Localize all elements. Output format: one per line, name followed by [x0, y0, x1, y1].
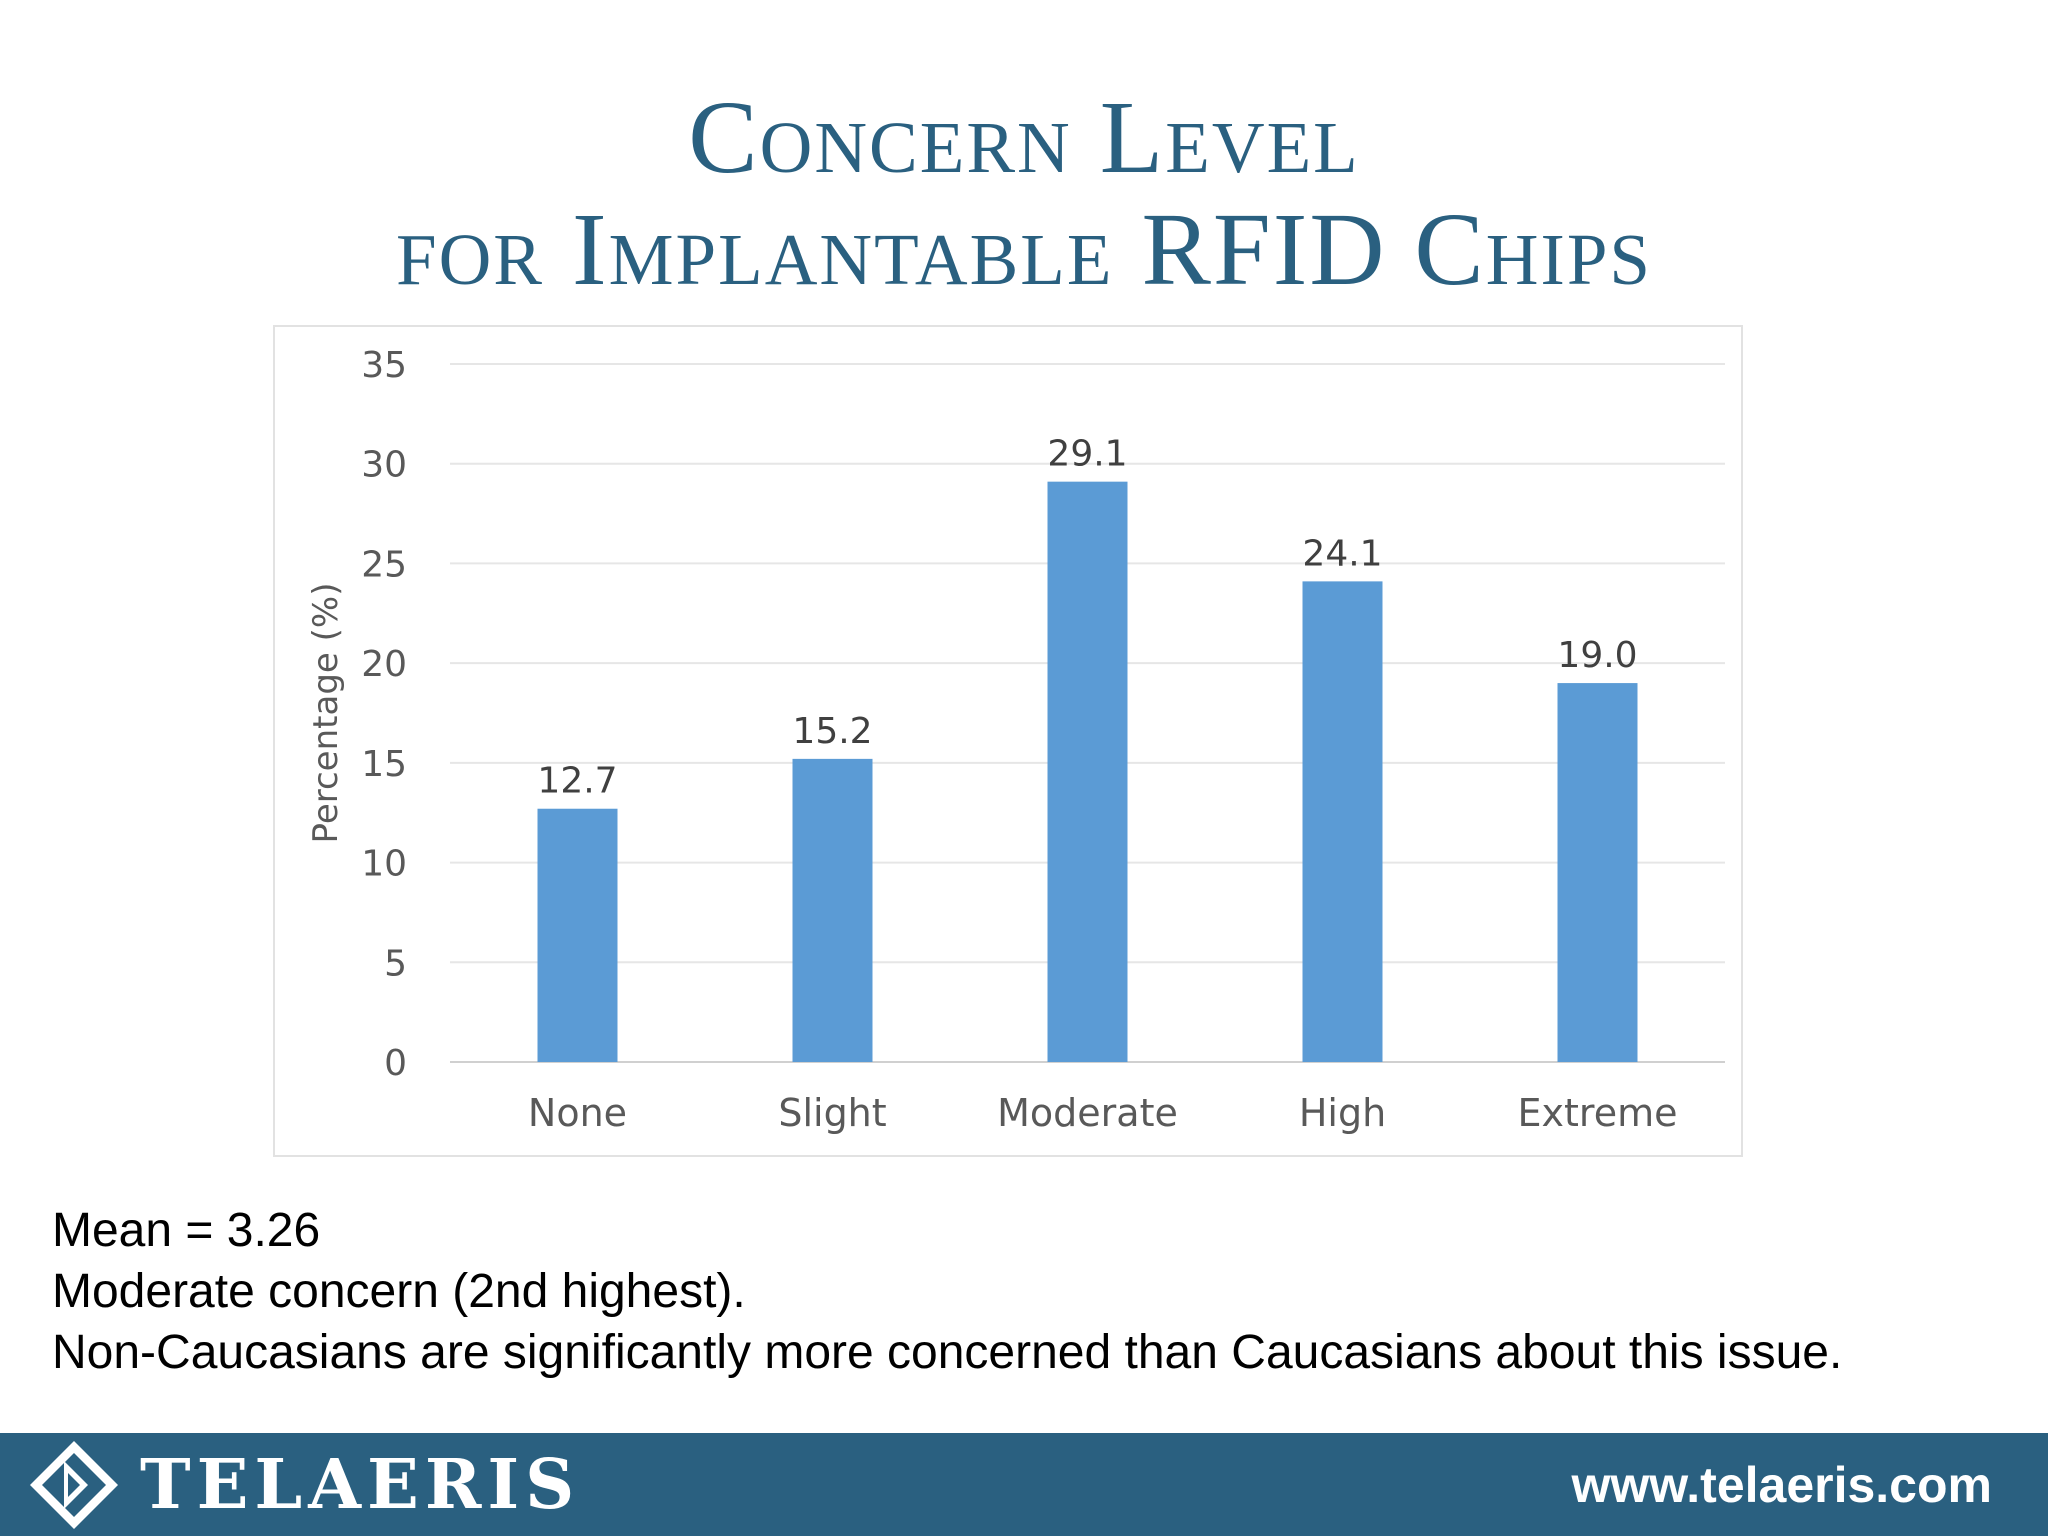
bar [792, 758, 873, 1062]
data-label: 29.1 [1047, 434, 1127, 475]
data-label: 15.2 [792, 711, 872, 752]
data-label: 19.0 [1557, 635, 1637, 676]
moderate-concern-text: Moderate concern (2nd highest). [52, 1265, 746, 1318]
mean-text: Mean = 3.26 [52, 1204, 321, 1257]
y-axis-label: Percentage (%) [306, 583, 346, 844]
comparison-text: Non-Caucasians are significantly more co… [52, 1326, 1843, 1379]
y-tick-label: 5 [384, 943, 407, 984]
y-tick-label: 20 [361, 644, 407, 685]
notes: Mean = 3.26 Moderate concern (2nd highes… [52, 1200, 1842, 1383]
bar-chart: 0 5 10 15 20 25 30 35 Percentage (%) 12.7 None 15.2… [273, 325, 1743, 1157]
bar [1302, 581, 1383, 1062]
slide-title: Concern Level for Implantable RFID Chips [0, 82, 2048, 306]
y-tick-label: 15 [361, 744, 407, 785]
slide-title-line1: Concern Level [688, 80, 1360, 195]
y-tick-label: 30 [361, 445, 407, 486]
y-tick-label: 35 [361, 345, 407, 386]
x-tick-label: Extreme [1518, 1091, 1678, 1135]
y-tick-label: 0 [384, 1043, 407, 1084]
bar [1047, 481, 1128, 1062]
slide-title-line2: for Implantable RFID Chips [395, 192, 1653, 307]
brand-name: TELAERIS [140, 1445, 581, 1525]
x-tick-label: High [1299, 1091, 1386, 1135]
data-label: 12.7 [537, 761, 617, 802]
footer-bar: TELAERIS www.telaeris.com [0, 1433, 2048, 1536]
x-tick-label: Moderate [997, 1091, 1178, 1135]
diamond-logo-icon [30, 1441, 118, 1529]
x-tick-label: None [528, 1091, 627, 1135]
bar [537, 808, 618, 1062]
x-tick-label: Slight [778, 1091, 886, 1135]
chart-svg: 0 5 10 15 20 25 30 35 Percentage (%) 12.7 None 15.2… [306, 345, 1725, 1135]
data-label: 24.1 [1302, 533, 1382, 574]
y-tick-label: 25 [361, 544, 407, 585]
website-link[interactable]: www.telaeris.com [1571, 1457, 1992, 1513]
y-tick-label: 10 [361, 844, 407, 885]
bar [1557, 683, 1638, 1062]
